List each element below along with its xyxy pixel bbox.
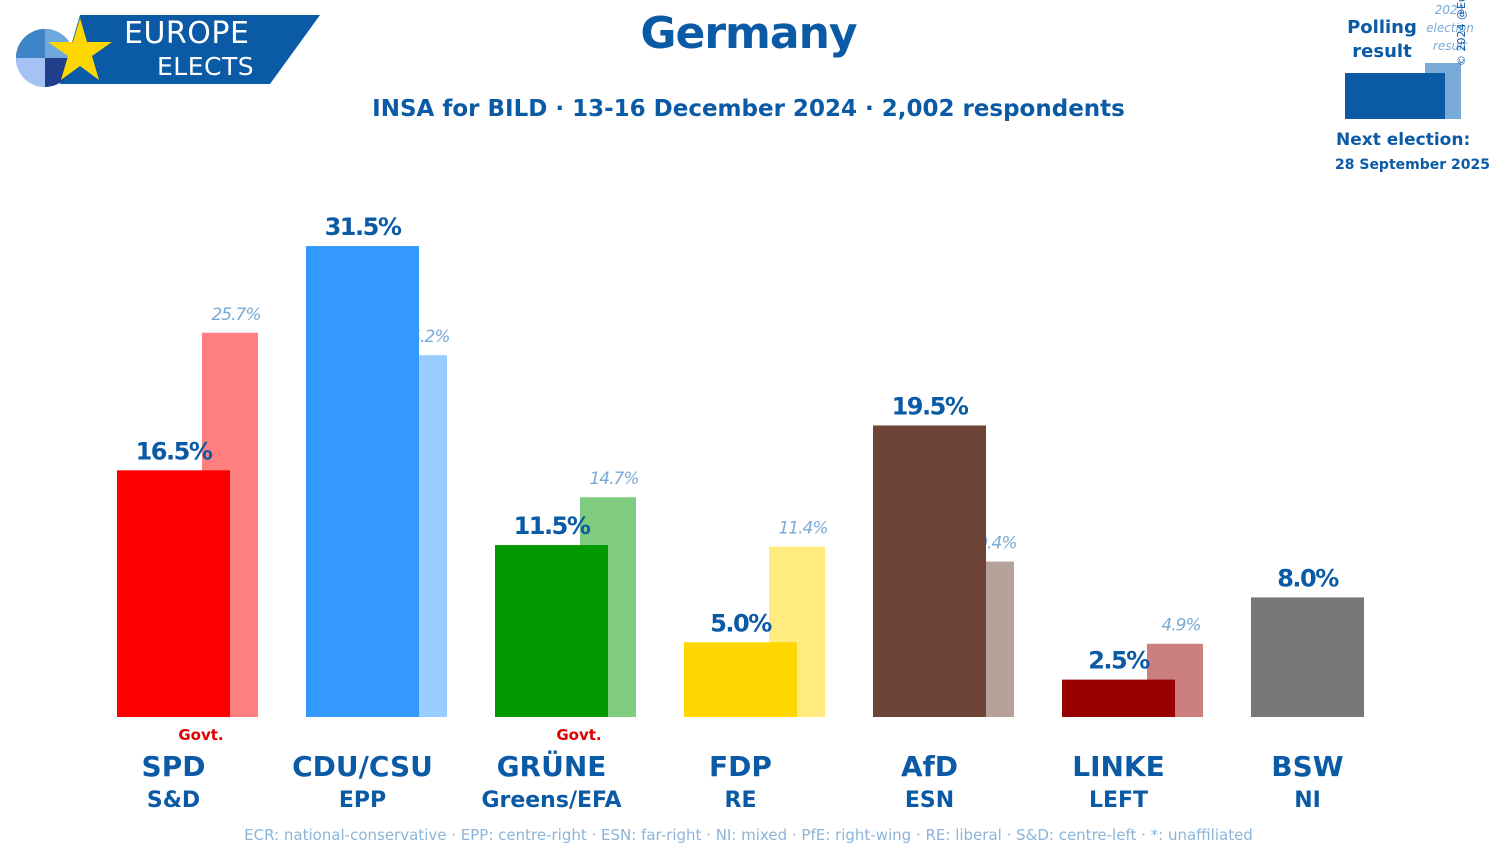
party-label-6: BSW: [1271, 750, 1344, 783]
group-label-0: S&D: [146, 788, 201, 813]
logo-graphic: [16, 15, 320, 87]
label-poll-4: 19.5%: [892, 392, 969, 420]
footer-note: ECR: national-conservative · EPP: centre…: [244, 826, 1253, 844]
label-previous-2: 14.7%: [589, 469, 638, 489]
bar-poll-1: [306, 246, 419, 717]
party-label-5: LINKE: [1072, 750, 1165, 783]
bar-chart: 25.7%16.5%24.2%31.5%14.7%11.5% 11.4%5.0%1…: [117, 213, 1364, 717]
group-label-6: NI: [1294, 788, 1321, 813]
party-label-3: FDP: [709, 750, 772, 783]
bar-poll-0: [117, 470, 230, 717]
group-label-1: EPP: [338, 788, 387, 813]
bar-poll-4: [873, 425, 986, 717]
logo-text-elects: ELECTS: [157, 52, 255, 81]
label-poll-0: 16.5%: [136, 437, 213, 465]
group-label-4: ESN: [904, 788, 955, 813]
party-label-4: AfD: [900, 750, 959, 783]
group-label-2: Greens/EFA: [481, 788, 622, 813]
group-label-5: LEFT: [1088, 788, 1149, 813]
label-poll-6: 8.0%: [1277, 564, 1339, 592]
label-poll-2: 11.5%: [514, 512, 591, 540]
next-election-label: Next election:: [1336, 130, 1471, 150]
party-label-0: SPD: [141, 750, 206, 783]
europe-elects-logo: EUROPE ELECTS: [0, 0, 330, 95]
label-previous-3: 11.4%: [778, 519, 827, 539]
govt-tag-0: Govt.: [178, 726, 224, 744]
page-subtitle: INSA for BILD · 13-16 December 2024 · 2,…: [372, 96, 1125, 122]
govt-tag-2: Govt.: [556, 726, 602, 744]
legend-swatches: [1345, 63, 1461, 119]
legend-polling-label: Polling result: [1347, 17, 1417, 62]
party-label-1: CDU/CSU: [292, 750, 433, 783]
copyright-text: © 2024 @EuropeElects: [1455, 0, 1468, 66]
legend-previous-label: 2021 election result: [1426, 3, 1474, 53]
label-poll-3: 5.0%: [710, 609, 772, 637]
label-previous-0: 25.7%: [211, 305, 260, 325]
bar-poll-2: [495, 545, 608, 717]
bar-poll-3: [684, 642, 797, 717]
label-poll-1: 31.5%: [325, 213, 402, 241]
page-title: Germany: [640, 8, 857, 59]
label-poll-5: 2.5%: [1088, 647, 1150, 675]
bar-poll-5: [1062, 679, 1175, 717]
legend-poll-swatch: [1345, 73, 1445, 119]
party-label-2: GRÜNE: [496, 750, 607, 783]
group-label-3: RE: [724, 788, 757, 813]
bar-poll-6: [1251, 597, 1364, 717]
next-election-date: 28 September 2025: [1335, 157, 1490, 173]
label-previous-5: 4.9%: [1161, 616, 1200, 636]
logo-text-europe: EUROPE: [124, 16, 250, 51]
